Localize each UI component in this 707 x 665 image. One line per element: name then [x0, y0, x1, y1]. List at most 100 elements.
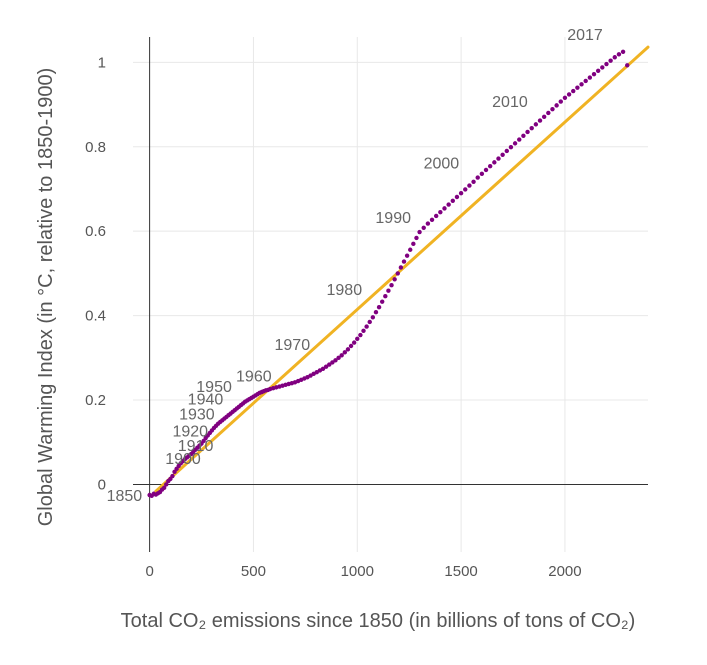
data-point — [408, 247, 413, 252]
data-point — [600, 65, 605, 70]
data-point — [467, 183, 472, 188]
year-label-1950: 1950 — [196, 379, 232, 396]
data-point — [446, 202, 451, 207]
data-point — [161, 485, 167, 491]
data-point — [595, 68, 601, 73]
year-label-2010: 2010 — [492, 94, 528, 111]
data-point — [330, 360, 335, 365]
data-point — [487, 163, 493, 169]
data-point — [411, 241, 416, 247]
data-point — [327, 362, 332, 367]
data-point — [392, 277, 397, 282]
data-point — [433, 213, 439, 219]
x-tick-label: 1500 — [444, 563, 477, 580]
data-point — [373, 310, 379, 315]
data-point — [414, 235, 419, 241]
data-point — [620, 49, 626, 54]
data-point — [571, 88, 576, 94]
data-point — [608, 58, 613, 63]
data-point — [323, 364, 329, 369]
year-label-1960: 1960 — [236, 368, 272, 385]
data-point — [475, 175, 480, 180]
x-tick-label: 500 — [241, 563, 266, 580]
data-point — [336, 355, 341, 361]
data-point — [383, 293, 388, 299]
year-label-1990: 1990 — [375, 210, 411, 227]
y-tick-label: 0.8 — [85, 139, 106, 156]
data-point — [616, 52, 622, 57]
data-point — [438, 209, 443, 215]
data-point — [429, 217, 435, 222]
data-point — [401, 259, 407, 264]
year-label-1940: 1940 — [188, 392, 224, 409]
data-point — [537, 118, 543, 123]
data-point — [355, 336, 360, 342]
data-point — [483, 167, 489, 173]
data-point — [345, 347, 351, 352]
data-point — [546, 110, 551, 116]
data-point — [339, 353, 344, 358]
data-point — [500, 152, 505, 157]
data-point — [342, 350, 348, 355]
data-point — [454, 194, 460, 200]
data-point — [554, 103, 559, 108]
data-point — [529, 125, 534, 131]
data-point — [364, 324, 369, 329]
data-point — [508, 144, 514, 150]
tick-labels: 0 500 1000 1500 2000 0 0.2 0.4 0.6 0.8 1 — [85, 54, 581, 580]
axes — [133, 37, 648, 552]
data-point — [458, 190, 464, 196]
data-point — [575, 85, 580, 90]
data-point — [442, 206, 447, 211]
y-tick-label: 0 — [98, 476, 106, 493]
year-label-1970: 1970 — [275, 337, 311, 354]
data-point — [558, 99, 563, 104]
observed-dots-series — [147, 49, 630, 499]
data-point — [389, 283, 394, 288]
data-point — [395, 271, 400, 276]
data-point — [379, 299, 385, 304]
data-point — [471, 179, 476, 184]
data-point — [404, 253, 410, 258]
data-point — [562, 95, 568, 100]
y-tick-label: 0.2 — [85, 392, 106, 409]
data-point — [579, 82, 584, 87]
y-tick-label: 0.6 — [85, 223, 106, 240]
data-point — [504, 148, 509, 154]
data-point — [583, 78, 588, 84]
data-point — [361, 328, 366, 334]
year-label-1910: 1910 — [178, 438, 214, 455]
data-point — [566, 92, 572, 97]
data-point — [370, 315, 376, 320]
data-point — [541, 114, 547, 119]
data-point — [550, 106, 555, 112]
y-axis-title: Global Warming Index (in °C, relative to… — [35, 68, 57, 527]
data-point — [333, 358, 338, 363]
data-point — [591, 71, 597, 77]
data-point — [170, 473, 175, 479]
year-label-1930: 1930 — [179, 406, 215, 423]
data-point — [417, 229, 422, 235]
data-point — [517, 137, 522, 142]
data-point — [358, 332, 363, 338]
x-tick-label: 1000 — [341, 563, 374, 580]
data-point — [587, 75, 593, 80]
gridlines — [133, 37, 648, 552]
data-point — [425, 221, 431, 226]
data-point — [521, 133, 526, 138]
data-point — [367, 319, 372, 325]
data-point — [164, 482, 169, 487]
data-point — [479, 171, 485, 176]
data-point — [386, 288, 391, 293]
data-point — [533, 122, 539, 127]
data-point — [348, 343, 354, 349]
data-point — [496, 156, 501, 161]
data-point — [398, 265, 404, 270]
data-point — [450, 198, 455, 203]
data-point — [421, 225, 426, 231]
data-point — [376, 304, 382, 310]
y-tick-label: 0.4 — [85, 308, 106, 325]
data-point — [512, 141, 518, 146]
